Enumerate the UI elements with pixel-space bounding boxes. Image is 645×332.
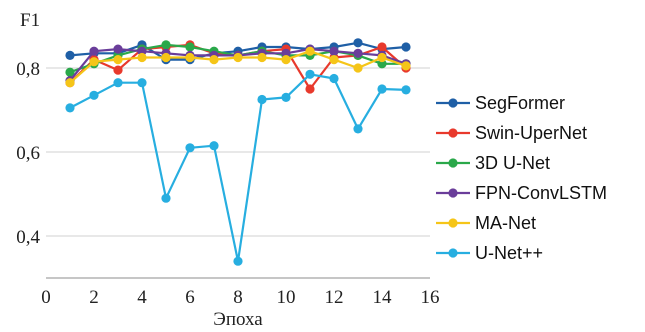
data-point: [65, 67, 75, 77]
x-tick-label: 10: [277, 287, 296, 308]
legend-label: SegFormer: [475, 93, 565, 113]
legend-marker: [448, 218, 458, 228]
data-point: [65, 103, 75, 113]
legend-label: Swin-UperNet: [475, 123, 587, 143]
series-lines: [65, 38, 411, 266]
legend-item: U-Net++: [436, 243, 543, 263]
legend-marker: [448, 158, 458, 168]
data-point: [209, 55, 219, 65]
data-point: [113, 44, 123, 54]
y-tick-labels: 0,4 0,6 0,8: [16, 59, 40, 248]
data-point: [185, 52, 195, 63]
data-point: [257, 52, 267, 63]
x-tick-label: 6: [185, 287, 195, 308]
gridlines: [46, 67, 430, 237]
legend-item: 3D U-Net: [436, 153, 550, 173]
data-point: [209, 141, 219, 151]
x-tick-label: 8: [233, 287, 243, 308]
data-point: [233, 52, 243, 63]
data-point: [377, 59, 387, 69]
data-point: [401, 42, 411, 52]
x-tick-label: 16: [421, 287, 440, 308]
data-point: [353, 63, 363, 73]
x-tick-label: 2: [89, 287, 99, 308]
legend-label: FPN-ConvLSTM: [475, 183, 607, 203]
data-point: [401, 85, 411, 95]
legend-label: 3D U-Net: [475, 153, 550, 173]
data-point: [401, 61, 411, 71]
data-point: [185, 143, 195, 153]
data-point: [377, 84, 387, 94]
legend-marker: [448, 98, 458, 108]
x-tick-label: 12: [325, 287, 344, 308]
data-point: [377, 52, 387, 63]
y-tick-label: 0,4: [16, 227, 40, 248]
legend-label: U-Net++: [475, 243, 543, 263]
data-point: [137, 52, 147, 63]
data-point: [113, 65, 123, 75]
data-point: [233, 256, 243, 266]
data-point: [257, 94, 267, 105]
series-ma-net: [65, 46, 411, 88]
series-u-net-: [65, 69, 411, 266]
data-point: [281, 92, 291, 102]
data-point: [329, 55, 339, 65]
data-point: [113, 78, 123, 88]
legend-marker: [448, 188, 458, 198]
legend-label: MA-Net: [475, 213, 536, 233]
legend-item: SegFormer: [436, 93, 565, 113]
y-tick-label: 0,6: [16, 143, 40, 164]
y-tick-label: 0,8: [16, 59, 40, 80]
data-point: [329, 46, 339, 56]
x-axis-title: Эпоха: [213, 309, 263, 330]
data-point: [161, 40, 171, 50]
data-point: [185, 42, 195, 52]
data-point: [353, 38, 363, 48]
legend-marker: [448, 128, 458, 138]
data-point: [305, 84, 315, 94]
data-point: [137, 78, 147, 88]
data-point: [305, 69, 315, 79]
data-point: [281, 55, 291, 65]
data-point: [89, 57, 99, 67]
x-tick-label: 0: [41, 287, 51, 308]
data-point: [353, 48, 363, 58]
data-point: [89, 46, 99, 56]
data-point: [353, 124, 363, 134]
data-point: [65, 50, 75, 61]
x-tick-label: 14: [373, 287, 393, 308]
legend-item: Swin-UperNet: [436, 123, 587, 143]
data-point: [161, 52, 171, 63]
data-point: [89, 90, 99, 100]
series-line: [69, 73, 407, 263]
data-point: [113, 55, 123, 65]
data-point: [281, 48, 291, 58]
data-point: [377, 42, 387, 52]
data-point: [329, 73, 339, 84]
x-tick-label: 4: [137, 287, 147, 308]
data-point: [305, 46, 315, 56]
legend-item: FPN-ConvLSTM: [436, 183, 607, 203]
legend: SegFormer Swin-UperNet 3D U-Net FPN-ConvLST…: [436, 93, 607, 263]
x-tick-labels: 0 2 4 6 8 10 12 14 16: [41, 287, 439, 308]
legend-item: MA-Net: [436, 213, 536, 233]
data-point: [137, 46, 147, 56]
legend-marker: [448, 248, 458, 258]
data-point: [161, 193, 171, 203]
data-point: [65, 78, 75, 88]
y-axis-title: F1: [20, 10, 40, 31]
